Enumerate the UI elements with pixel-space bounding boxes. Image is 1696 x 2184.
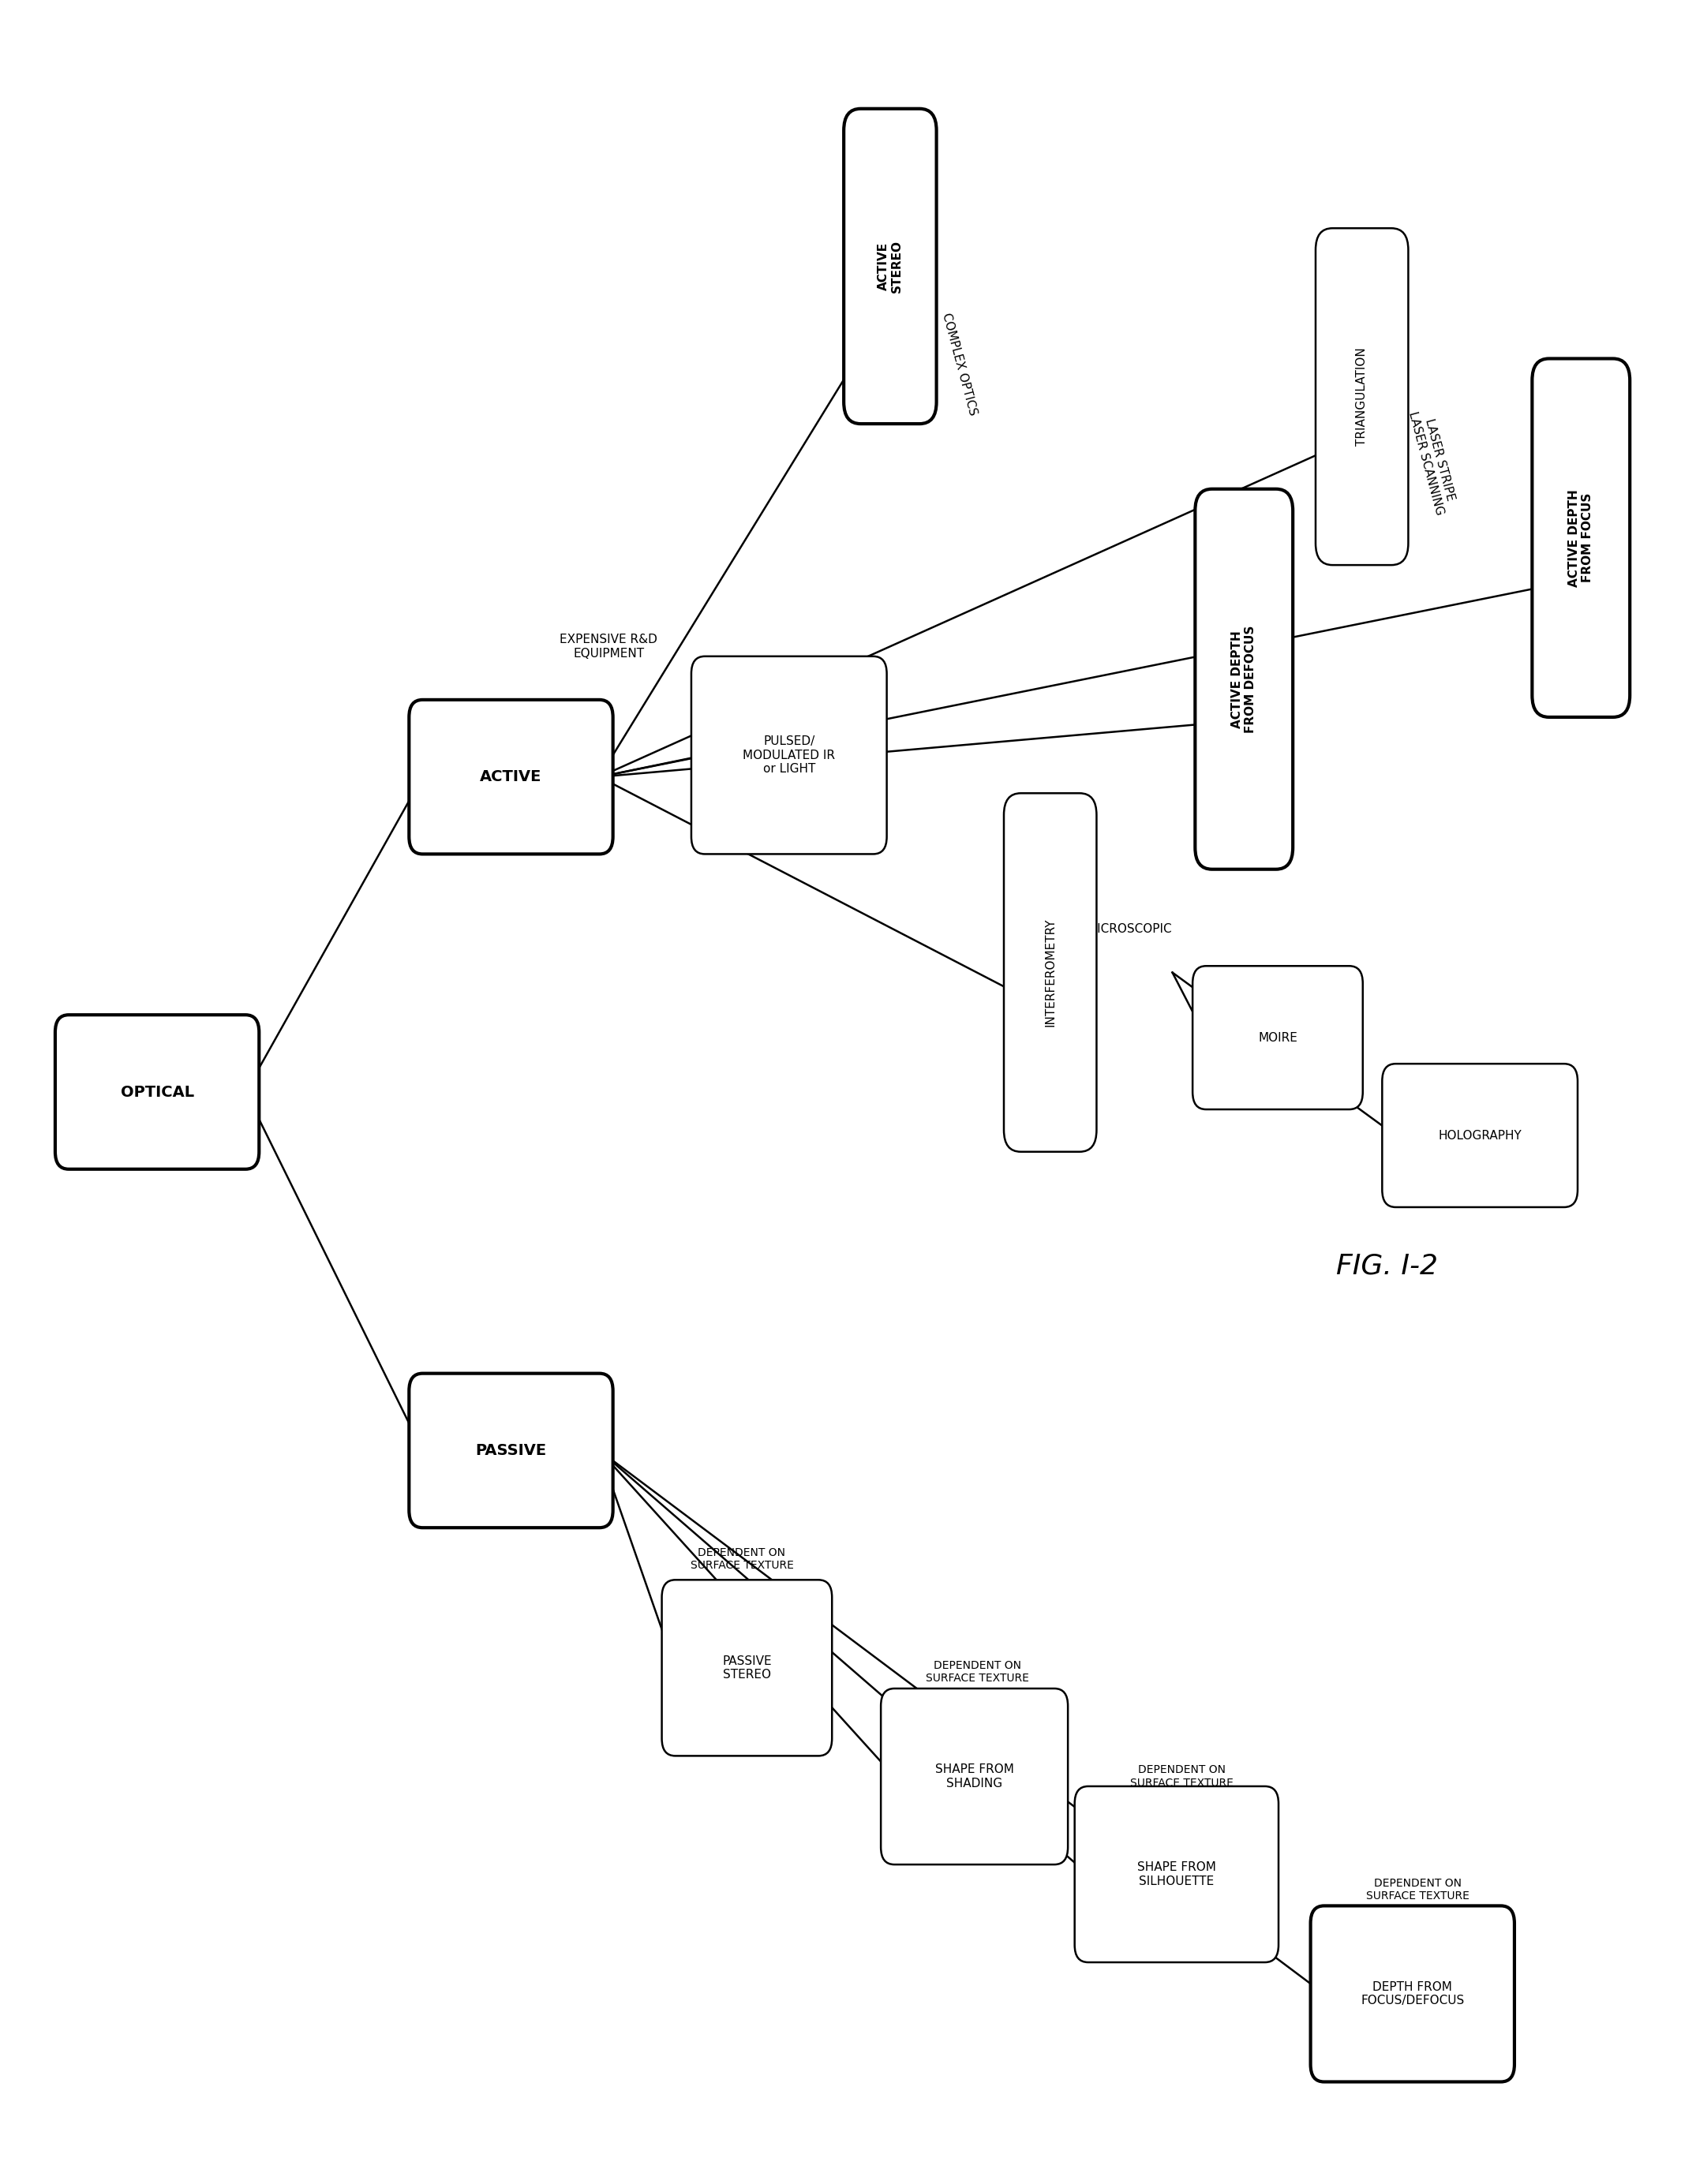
FancyBboxPatch shape — [692, 657, 887, 854]
Text: ACTIVE DEPTH
FROM DEFOCUS: ACTIVE DEPTH FROM DEFOCUS — [1231, 625, 1257, 734]
Text: SHAPE FROM
SILHOUETTE: SHAPE FROM SILHOUETTE — [1138, 1861, 1216, 1887]
Text: FIG. I-2: FIG. I-2 — [1336, 1251, 1438, 1280]
Text: ACTIVE DEPTH
FROM FOCUS: ACTIVE DEPTH FROM FOCUS — [1569, 489, 1594, 587]
Text: COMPLEX OPTICS: COMPLEX OPTICS — [940, 312, 979, 417]
Text: ACTIVE
STEREO: ACTIVE STEREO — [877, 240, 902, 293]
FancyBboxPatch shape — [661, 1579, 833, 1756]
FancyBboxPatch shape — [1004, 793, 1097, 1151]
FancyBboxPatch shape — [1192, 965, 1364, 1109]
Text: DEPENDENT ON
SURFACE TEXTURE: DEPENDENT ON SURFACE TEXTURE — [690, 1546, 794, 1570]
Text: PASSIVE: PASSIVE — [475, 1444, 546, 1459]
Text: MOIRE: MOIRE — [1258, 1031, 1297, 1044]
FancyBboxPatch shape — [1382, 1064, 1577, 1208]
FancyBboxPatch shape — [1311, 1907, 1515, 2081]
FancyBboxPatch shape — [1531, 358, 1630, 716]
Text: OPTICAL: OPTICAL — [120, 1085, 193, 1099]
Text: SHAPE FROM
SHADING: SHAPE FROM SHADING — [934, 1765, 1014, 1789]
FancyBboxPatch shape — [1196, 489, 1292, 869]
Text: TRIANGULATION: TRIANGULATION — [1357, 347, 1369, 446]
FancyBboxPatch shape — [409, 699, 612, 854]
Text: DEPENDENT ON
SURFACE TEXTURE: DEPENDENT ON SURFACE TEXTURE — [1365, 1878, 1469, 1902]
Text: HOLOGRAPHY: HOLOGRAPHY — [1438, 1129, 1521, 1142]
FancyBboxPatch shape — [56, 1016, 259, 1168]
FancyBboxPatch shape — [1075, 1787, 1279, 1961]
Text: MICROSCOPIC: MICROSCOPIC — [1087, 924, 1172, 935]
FancyBboxPatch shape — [409, 1374, 612, 1527]
Text: EXPENSIVE R&D
EQUIPMENT: EXPENSIVE R&D EQUIPMENT — [560, 633, 658, 660]
Text: PULSED/
MODULATED IR
or LIGHT: PULSED/ MODULATED IR or LIGHT — [743, 736, 834, 775]
Text: LASER STRIPE
LASER SCANNING: LASER STRIPE LASER SCANNING — [1406, 406, 1459, 518]
Text: INTERFEROMETRY: INTERFEROMETRY — [1045, 917, 1057, 1026]
Text: DEPTH FROM
FOCUS/DEFOCUS: DEPTH FROM FOCUS/DEFOCUS — [1360, 1981, 1464, 2007]
FancyBboxPatch shape — [1316, 227, 1408, 566]
Text: DEPENDENT ON
SURFACE TEXTURE: DEPENDENT ON SURFACE TEXTURE — [926, 1660, 1029, 1684]
FancyBboxPatch shape — [845, 109, 936, 424]
Text: DEPENDENT ON
SURFACE TEXTURE: DEPENDENT ON SURFACE TEXTURE — [1130, 1765, 1233, 1789]
FancyBboxPatch shape — [880, 1688, 1068, 1865]
Text: PASSIVE
STEREO: PASSIVE STEREO — [722, 1655, 772, 1682]
Text: ACTIVE: ACTIVE — [480, 769, 543, 784]
